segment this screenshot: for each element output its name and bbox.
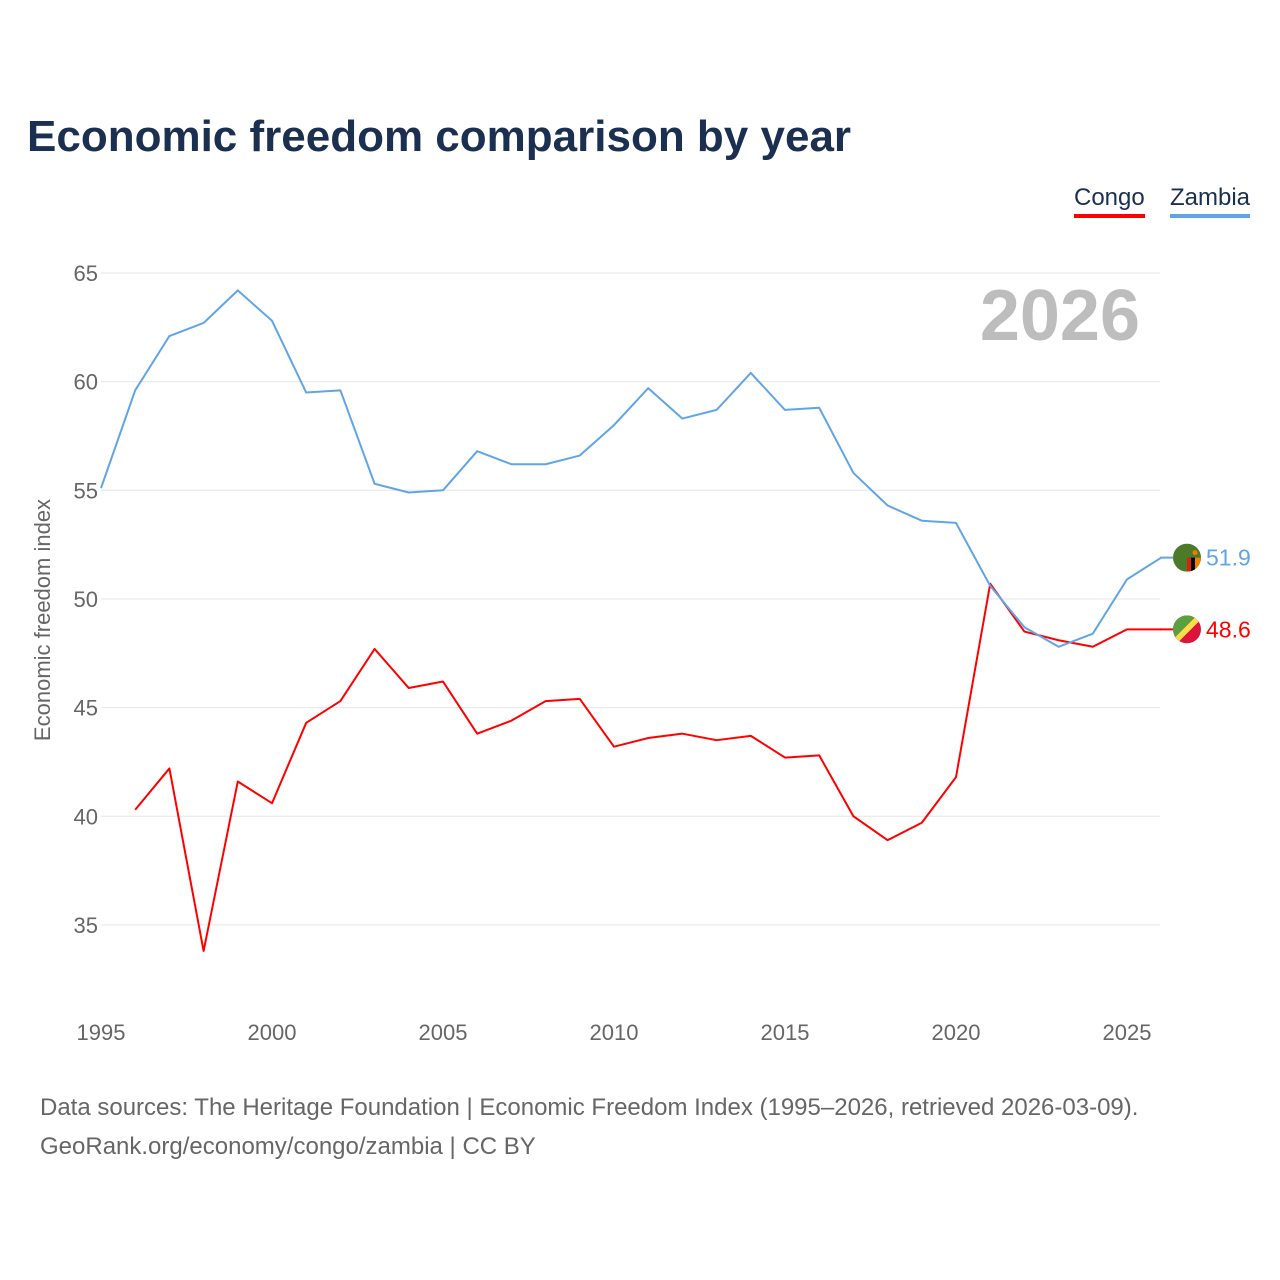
x-tick-label: 1995: [77, 1020, 126, 1045]
y-tick-label: 35: [74, 913, 98, 938]
x-tick-label: 2000: [248, 1020, 297, 1045]
end-value-label-congo: 48.6: [1206, 616, 1251, 642]
y-axis-label: Economic freedom index: [30, 499, 55, 741]
x-tick-label: 2025: [1103, 1020, 1152, 1045]
y-tick-label: 45: [74, 696, 98, 721]
legend-zambia[interactable]: Zambia: [1170, 184, 1251, 218]
legend-congo[interactable]: Congo: [1074, 184, 1145, 218]
y-tick-label: 40: [74, 804, 98, 829]
chart-title: Economic freedom comparison by year: [27, 112, 852, 161]
zambia-flag-icon: [1173, 543, 1201, 572]
x-tick-label: 2005: [419, 1020, 468, 1045]
y-tick-label: 60: [74, 370, 98, 395]
x-tick-label: 2020: [932, 1020, 981, 1045]
series-line-zambia: [100, 289, 1162, 648]
y-tick-label: 55: [74, 478, 98, 503]
x-tick-label: 2010: [590, 1020, 639, 1045]
y-tick-label: 65: [74, 261, 98, 286]
year-overlay: 2026: [980, 276, 1140, 356]
congo-flag-icon: [1173, 615, 1201, 644]
source-url[interactable]: GeoRank.org/economy/congo/zambia | CC BY: [40, 1133, 536, 1160]
source-line: Data sources: The Heritage Foundation | …: [40, 1094, 1139, 1121]
end-value-label-zambia: 51.9: [1206, 545, 1251, 571]
series-line-congo: [134, 582, 1162, 952]
x-tick-label: 2015: [761, 1020, 810, 1045]
source-note: Data sources: The Heritage Foundation | …: [40, 1088, 1138, 1166]
y-tick-label: 50: [74, 587, 98, 612]
